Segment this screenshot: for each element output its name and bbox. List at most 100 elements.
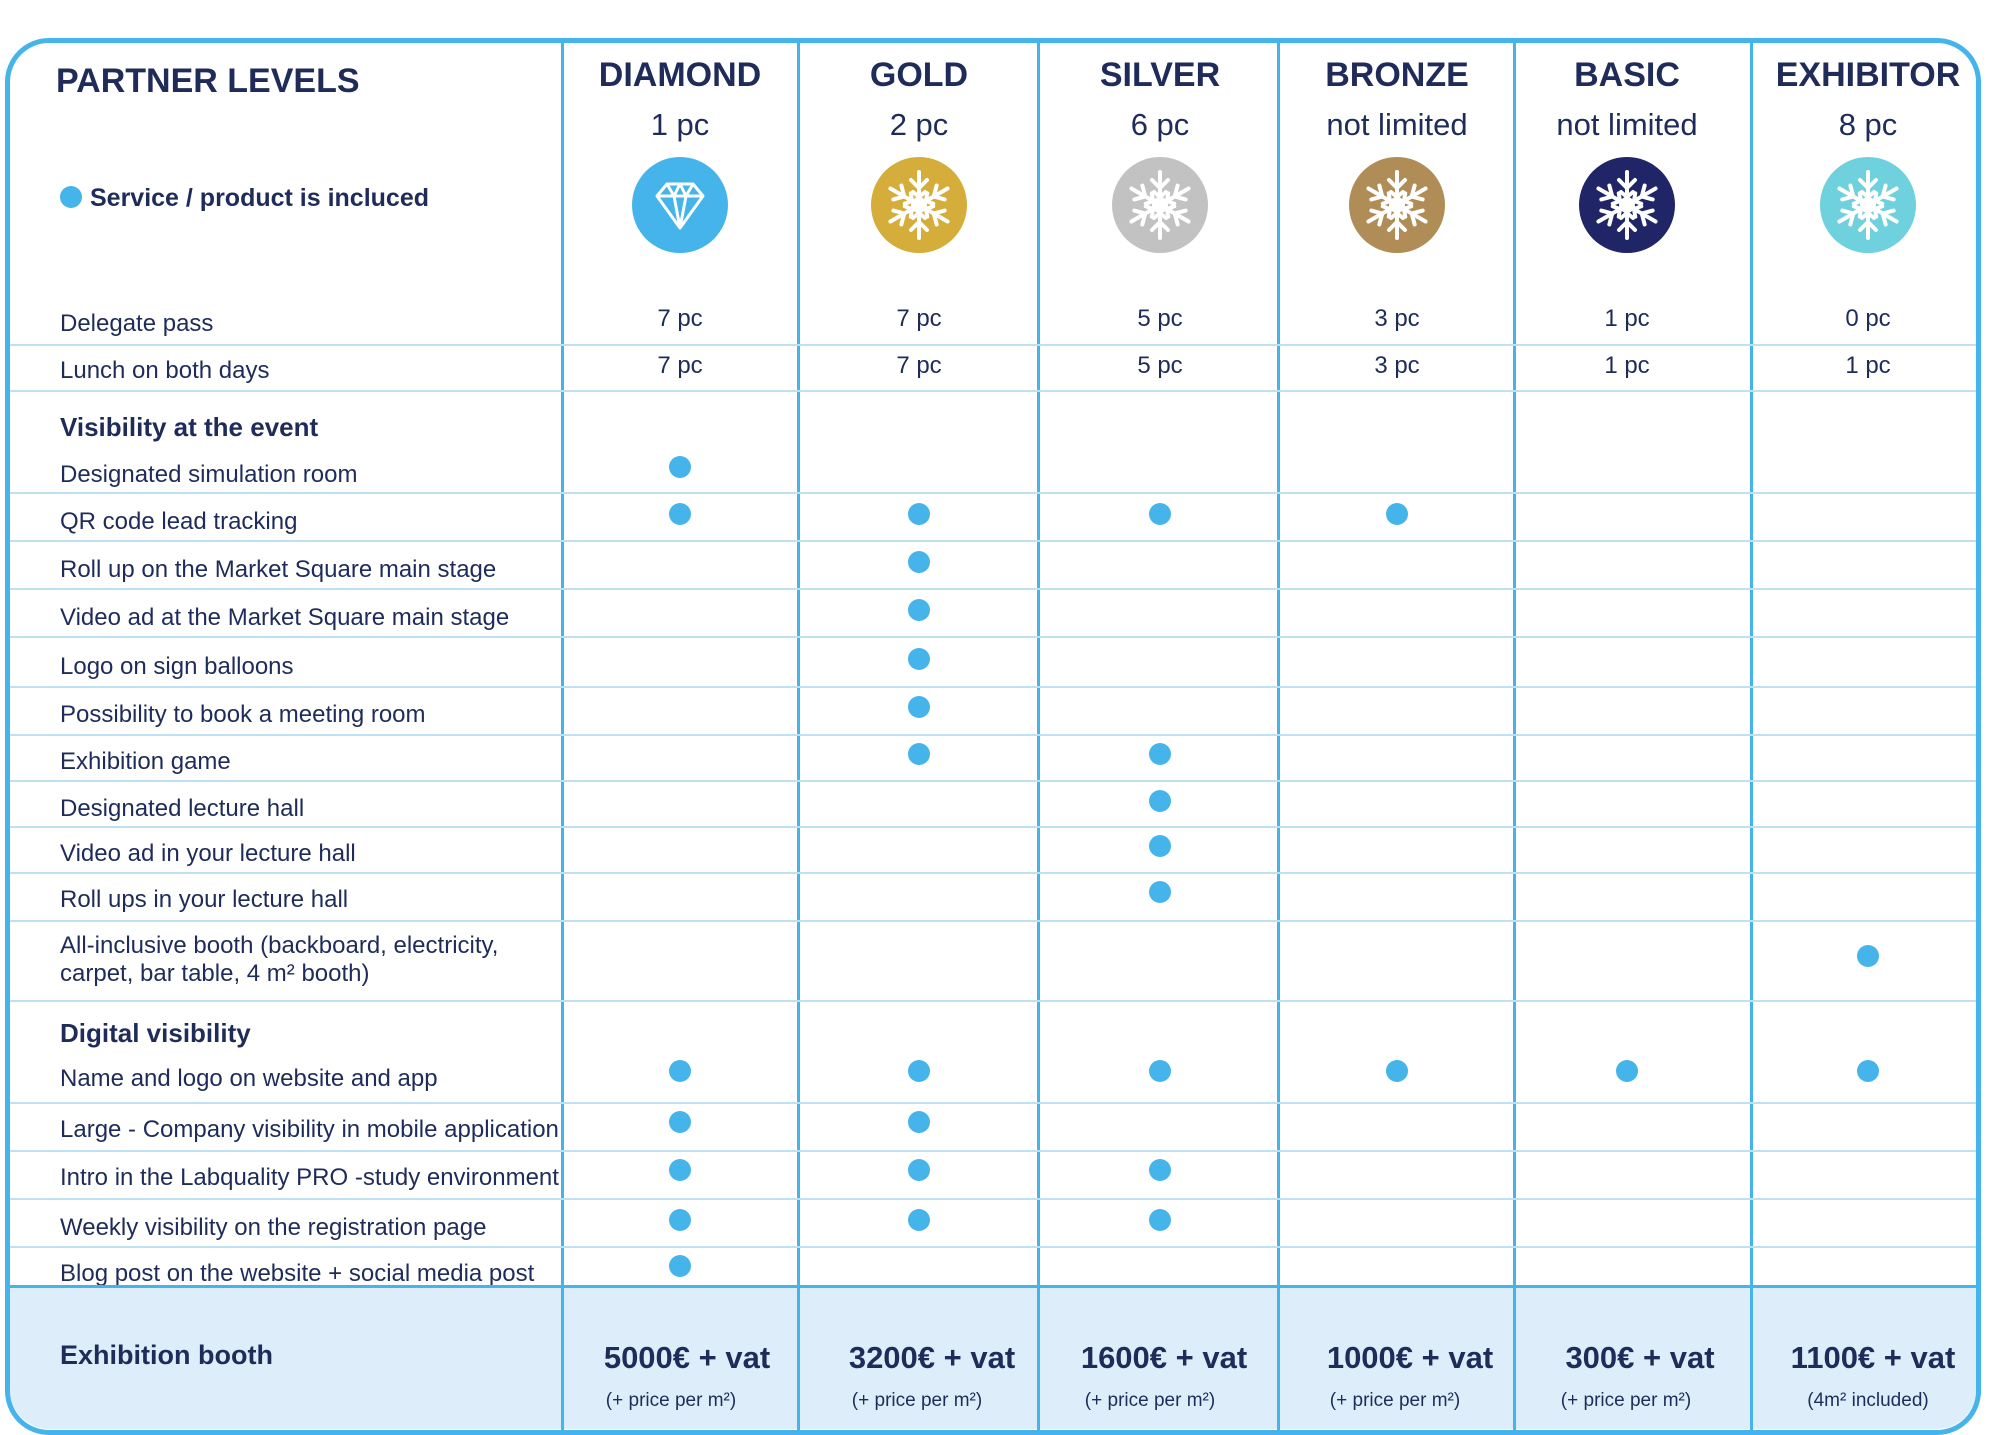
row-divider	[10, 1102, 1976, 1104]
column-divider	[797, 43, 800, 1430]
included-dot-icon	[60, 186, 82, 208]
included-dot-icon	[669, 456, 691, 478]
booth-price-note: (+ price per m²)	[1084, 1390, 1216, 1411]
table-cell: 3 pc	[1374, 352, 1420, 379]
row-label: Roll ups in your lecture hall	[60, 886, 349, 913]
level-name: GOLD	[869, 56, 969, 94]
booth-divider	[10, 1285, 1976, 1288]
row-divider	[10, 1150, 1976, 1152]
included-dot-icon	[908, 1060, 930, 1082]
row-label: Video ad in your lecture hall	[60, 840, 356, 867]
included-dot-icon	[908, 1111, 930, 1133]
level-name: BRONZE	[1325, 56, 1469, 94]
row-divider	[10, 686, 1976, 688]
snowflake-icon	[871, 157, 967, 253]
row-label: Roll up on the Market Square main stage	[60, 556, 497, 583]
included-dot-icon	[1857, 945, 1879, 967]
table-cell: 1 pc	[1845, 352, 1891, 379]
included-dot-icon	[908, 743, 930, 765]
included-dot-icon	[1149, 1159, 1171, 1181]
booth-price-note: (+ price per m²)	[1560, 1390, 1692, 1411]
row-label: Name and logo on website and app	[60, 1065, 438, 1092]
included-dot-icon	[908, 1209, 930, 1231]
included-dot-icon	[669, 1209, 691, 1231]
row-label: Designated simulation room	[60, 461, 358, 488]
column-divider	[1750, 43, 1753, 1430]
included-dot-icon	[1616, 1060, 1638, 1082]
included-dot-icon	[908, 503, 930, 525]
row-label-line: All-inclusive booth (backboard, electric…	[60, 932, 499, 959]
row-divider	[10, 492, 1976, 494]
booth-price: 1600€ + vat	[1080, 1340, 1248, 1375]
booth-price-note: (+ price per m²)	[851, 1390, 983, 1411]
booth-price: 1000€ + vat	[1326, 1340, 1494, 1375]
booth-label: Exhibition booth	[60, 1340, 273, 1370]
booth-price-note: (+ price per m²)	[1329, 1390, 1461, 1411]
included-dot-icon	[1386, 503, 1408, 525]
row-label: All-inclusive booth (backboard, electric…	[60, 932, 498, 988]
included-dot-icon	[1149, 743, 1171, 765]
table-cell: 0 pc	[1845, 305, 1891, 332]
table-cell: 1 pc	[1604, 305, 1650, 332]
booth-price: 5000€ + vat	[603, 1340, 771, 1375]
row-label: Weekly visibility on the registration pa…	[60, 1214, 487, 1241]
snowflake-icon	[1349, 157, 1445, 253]
column-divider	[561, 43, 564, 1430]
section-heading: Digital visibility	[60, 1018, 251, 1048]
row-divider	[10, 390, 1976, 392]
table-cell: 5 pc	[1137, 352, 1183, 379]
included-dot-icon	[669, 1255, 691, 1277]
row-divider	[10, 1246, 1976, 1248]
booth-price-note: (+ price per m²)	[605, 1390, 737, 1411]
included-dot-icon	[1386, 1060, 1408, 1082]
row-label: Large - Company visibility in mobile app…	[60, 1116, 559, 1143]
included-dot-icon	[908, 551, 930, 573]
included-dot-icon	[1149, 835, 1171, 857]
level-name: BASIC	[1574, 56, 1680, 94]
booth-price: 3200€ + vat	[848, 1340, 1016, 1375]
row-label: Lunch on both days	[60, 357, 270, 384]
table-cell: 1 pc	[1604, 352, 1650, 379]
row-label: Logo on sign balloons	[60, 653, 294, 680]
level-count: 6 pc	[1130, 107, 1190, 142]
row-label: Video ad at the Market Square main stage	[60, 604, 510, 631]
included-dot-icon	[1149, 1060, 1171, 1082]
included-dot-icon	[1149, 503, 1171, 525]
row-divider	[10, 780, 1976, 782]
included-dot-icon	[669, 1111, 691, 1133]
row-divider	[10, 344, 1976, 346]
snowflake-icon	[1579, 157, 1675, 253]
booth-price: 300€ + vat	[1565, 1340, 1715, 1375]
booth-price: 1100€ + vat	[1790, 1340, 1956, 1375]
row-divider	[10, 588, 1976, 590]
level-count: 8 pc	[1838, 107, 1898, 142]
included-dot-icon	[669, 1060, 691, 1082]
table-cell: 3 pc	[1374, 305, 1420, 332]
booth-row-background	[10, 1287, 1976, 1429]
included-dot-icon	[908, 599, 930, 621]
row-divider	[10, 826, 1976, 828]
row-label: Designated lecture hall	[60, 795, 305, 822]
included-dot-icon	[908, 648, 930, 670]
row-label: Possibility to book a meeting room	[60, 701, 426, 728]
legend-label: Service / product is incluced	[90, 184, 430, 212]
row-label: Blog post on the website + social media …	[60, 1260, 535, 1287]
page-title: PARTNER LEVELS	[56, 62, 360, 100]
legend: Service / product is incluced	[60, 184, 429, 213]
row-divider	[10, 636, 1976, 638]
snowflake-icon	[1820, 157, 1916, 253]
row-label: Intro in the Labquality PRO -study envir…	[60, 1164, 559, 1191]
row-divider	[10, 1198, 1976, 1200]
level-name: DIAMOND	[598, 56, 762, 94]
table-cell: 7 pc	[657, 305, 703, 332]
column-divider	[1513, 43, 1516, 1430]
level-name: SILVER	[1099, 56, 1221, 94]
row-divider	[10, 1000, 1976, 1002]
column-divider	[1037, 43, 1040, 1430]
table-cell: 7 pc	[657, 352, 703, 379]
level-count: 2 pc	[889, 107, 949, 142]
booth-price-note: (4m² included)	[1807, 1390, 1929, 1411]
table-cell: 7 pc	[896, 352, 942, 379]
section-heading: Visibility at the event	[60, 412, 319, 442]
included-dot-icon	[908, 696, 930, 718]
